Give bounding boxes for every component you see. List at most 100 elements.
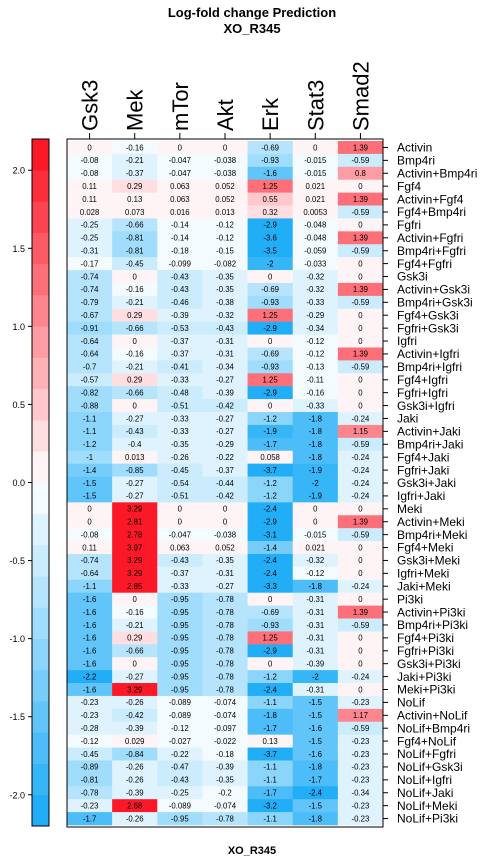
cell-value-label: -3.7	[263, 466, 276, 475]
cell-value-label: -0.64	[81, 337, 99, 346]
heatmap-cell	[112, 308, 158, 322]
heatmap-cell	[337, 179, 384, 193]
heatmap-cell	[112, 166, 158, 181]
cell-value-label: -0.33	[171, 376, 189, 385]
row-label: NoLif+Fgfri	[397, 747, 456, 761]
cell-value-label: 0.052	[215, 543, 235, 552]
cell-value-label: -1.2	[263, 479, 276, 488]
column-label: Smad2	[348, 61, 373, 131]
heatmap-cell	[337, 541, 384, 555]
heatmap-cell	[112, 424, 158, 439]
heatmap-cell	[112, 812, 158, 826]
heatmap-cell	[292, 295, 339, 310]
heatmap-cell	[112, 605, 158, 619]
heatmap-cell	[247, 218, 294, 232]
cell-value-label: -0.34	[216, 363, 234, 372]
cell-value-label: -1.7	[309, 776, 322, 785]
heatmap-cell	[202, 308, 248, 322]
cell-value-label: -0.29	[306, 311, 324, 320]
heatmap-cell	[202, 386, 248, 400]
cell-value-label: -0.39	[126, 789, 144, 798]
heatmap-cell	[292, 399, 339, 413]
cell-value-label: -0.43	[126, 427, 144, 436]
cell-value-label: -1.6	[83, 685, 96, 694]
heatmap-cell	[292, 592, 339, 606]
cell-value-label: -0.27	[126, 414, 144, 423]
cell-value-label: 0.29	[127, 182, 142, 191]
cell-value-label: -0.31	[306, 647, 324, 656]
cell-value-label: -1.1	[263, 776, 276, 785]
heatmap-cell	[157, 592, 203, 606]
heatmap-cell	[202, 786, 248, 800]
cell-value-label: -0.59	[352, 530, 370, 539]
cell-value-label: -0.08	[81, 530, 99, 539]
colorbar-bin	[32, 170, 49, 202]
heatmap-cell	[202, 515, 248, 529]
heatmap-cell	[337, 141, 384, 155]
cell-value-label: 0	[358, 388, 363, 397]
row-label: Activin+Pi3ki	[397, 605, 465, 619]
row-label: Bmp4ri+Pi3ki	[397, 618, 468, 632]
cell-value-label: -0.022	[214, 737, 236, 746]
cell-value-label: -0.23	[352, 801, 370, 810]
heatmap-cell	[112, 412, 158, 426]
heatmap-cell	[247, 437, 294, 452]
heatmap-cell	[157, 541, 203, 555]
cell-value-label: -0.28	[81, 724, 99, 733]
heatmap-cell	[112, 528, 158, 542]
heatmap-cell	[157, 721, 203, 735]
heatmap-cell	[202, 257, 248, 271]
heatmap-cell	[202, 450, 248, 464]
cell-value-label: 2.78	[127, 530, 142, 539]
heatmap-cell	[67, 412, 113, 426]
cell-value-label: -0.074	[214, 801, 237, 810]
cell-value-label: -0.93	[261, 363, 279, 372]
cell-value-label: -0.12	[306, 350, 324, 359]
heatmap-cell	[202, 218, 248, 232]
colorbar-tick-label: -0.5	[9, 556, 25, 566]
heatmap-cell	[292, 166, 339, 181]
cell-value-label: 0.021	[306, 543, 326, 552]
heatmap-cell	[202, 721, 248, 735]
cell-value-label: -0.26	[126, 814, 144, 823]
heatmap-cell	[247, 424, 294, 439]
heatmap-cell	[202, 605, 248, 619]
cell-value-label: 0	[313, 518, 318, 527]
heatmap-cell	[337, 166, 384, 181]
heatmap-cell	[202, 231, 248, 245]
heatmap-cell	[292, 489, 339, 503]
cell-value-label: 1.25	[263, 311, 279, 320]
heatmap-cell	[337, 244, 384, 258]
cell-value-label: -1.8	[309, 453, 322, 462]
heatmap-cell	[112, 786, 158, 800]
cell-value-label: -0.59	[352, 440, 370, 449]
heatmap-cell	[112, 708, 158, 723]
cell-value-label: -2.9	[263, 324, 276, 333]
row-label: NoLif+Meki	[397, 799, 457, 813]
cell-value-label: 1.39	[353, 350, 368, 359]
cell-value-label: -0.13	[306, 363, 324, 372]
cell-value-label: -0.37	[171, 569, 189, 578]
heatmap-cell	[157, 708, 203, 723]
heatmap-cell	[202, 683, 248, 697]
row-label: Meki+Pi3ki	[397, 683, 455, 697]
cell-value-label: -0.038	[214, 169, 236, 178]
chart-title: Log-fold change Prediction	[167, 5, 337, 20]
cell-value-label: 0.063	[170, 543, 190, 552]
heatmap-cell	[112, 437, 158, 452]
cell-value-label: -0.099	[169, 259, 191, 268]
row-label: Jaki+Meki	[397, 579, 451, 593]
cell-value-label: 1.39	[353, 285, 368, 294]
row-label: Fgfri+Jaki	[397, 463, 449, 477]
heatmap-cell	[112, 553, 158, 568]
heatmap-cell	[247, 450, 294, 464]
cell-value-label: 0	[358, 401, 363, 410]
heatmap-cell	[292, 153, 339, 168]
cell-value-label: -0.93	[261, 621, 279, 630]
cell-value-label: -0.038	[214, 156, 236, 165]
heatmap-cell	[67, 670, 113, 684]
heatmap-cell	[67, 231, 113, 245]
heatmap-cell	[247, 192, 294, 206]
heatmap-cell	[337, 553, 384, 568]
cell-value-label: -2	[267, 259, 274, 268]
